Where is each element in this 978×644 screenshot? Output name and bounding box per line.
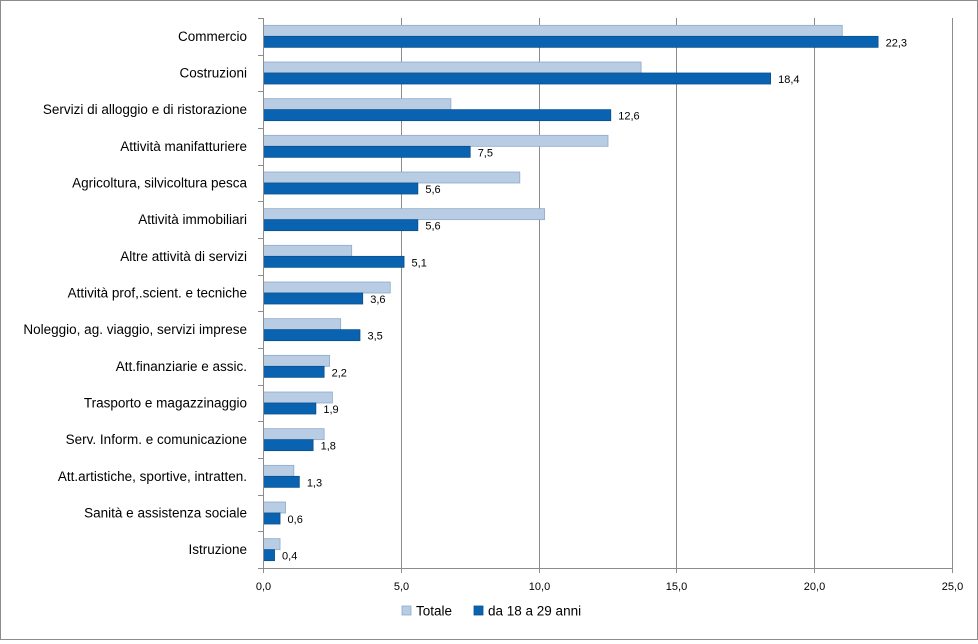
- category-label: Trasporto e magazzinaggio: [84, 396, 247, 411]
- bar-totale: [263, 98, 452, 111]
- legend-swatch: [473, 605, 484, 616]
- bar-18-29: [263, 72, 772, 85]
- data-label: 3,6: [370, 294, 385, 306]
- data-label: 1,3: [307, 477, 322, 489]
- data-label: 22,3: [886, 37, 907, 49]
- category-label: Servizi di alloggio e di ristorazione: [43, 102, 247, 117]
- bar-totale: [263, 428, 325, 441]
- data-label: 5,6: [425, 184, 440, 196]
- x-tick-label: 25,0: [942, 581, 963, 593]
- bars: [263, 24, 879, 562]
- bar-totale: [263, 501, 286, 514]
- data-label: 7,5: [478, 147, 493, 159]
- data-label: 5,1: [412, 257, 427, 269]
- bar-18-29: [263, 512, 281, 525]
- bar-18-29: [263, 329, 361, 342]
- bar-18-29: [263, 182, 419, 195]
- bar-18-29: [263, 255, 405, 268]
- labels: 0,0 5,0 10,0 15,0 20,0 25,0 22,3 Commercio 18,4 C…: [23, 29, 963, 593]
- bar-18-29: [263, 35, 879, 48]
- category-label: Serv. Inform. e comunicazione: [66, 432, 247, 447]
- data-label: 18,4: [778, 74, 799, 86]
- x-tick-label: 20,0: [804, 581, 825, 593]
- category-label: Commercio: [178, 29, 247, 44]
- gridlines: [401, 18, 953, 568]
- bar-18-29: [263, 145, 471, 158]
- bar-18-29: [263, 439, 314, 452]
- x-tick-label: 0,0: [256, 581, 271, 593]
- legend-label: Totale: [416, 604, 452, 619]
- legend-label: da 18 a 29 anni: [488, 604, 581, 619]
- category-label: Attività prof,.scient. e tecniche: [68, 286, 247, 301]
- category-label: Agricoltura, silvicoltura pesca: [72, 176, 247, 191]
- bar-totale: [263, 281, 391, 294]
- data-label: 5,6: [425, 221, 440, 233]
- bar-totale: [263, 354, 331, 367]
- data-label: 3,5: [367, 331, 382, 343]
- bar-18-29: [263, 475, 300, 488]
- bar-18-29: [263, 365, 325, 378]
- data-label: 2,2: [332, 367, 347, 379]
- x-tick-label: 15,0: [666, 581, 687, 593]
- bar-totale: [263, 244, 353, 257]
- category-label: Att.artistiche, sportive, intratten.: [58, 469, 247, 484]
- legend-swatch: [401, 605, 412, 616]
- bar-totale: [263, 391, 333, 404]
- category-label: Att.finanziarie e assic.: [116, 359, 247, 374]
- bar-totale: [263, 538, 281, 551]
- data-label: 1,9: [323, 404, 338, 416]
- data-label: 0,6: [288, 514, 303, 526]
- category-label: Attività immobiliari: [138, 212, 247, 227]
- bar-totale: [263, 134, 609, 147]
- bar-totale: [263, 464, 295, 477]
- bar-18-29: [263, 549, 275, 562]
- bar-totale: [263, 24, 843, 37]
- bar-18-29: [263, 219, 419, 232]
- category-label: Noleggio, ag. viaggio, servizi imprese: [23, 322, 247, 337]
- bar-totale: [263, 208, 546, 221]
- data-label: 12,6: [618, 111, 639, 123]
- data-label: 0,4: [282, 551, 297, 563]
- category-label: Costruzioni: [179, 66, 247, 81]
- axes: [258, 18, 953, 573]
- bar-totale: [263, 61, 642, 74]
- bar-totale: [263, 318, 342, 331]
- data-label: 1,8: [321, 441, 336, 453]
- category-label: Altre attività di servizi: [120, 249, 247, 264]
- x-tick-label: 5,0: [394, 581, 409, 593]
- x-tick-label: 10,0: [529, 581, 550, 593]
- category-label: Istruzione: [188, 542, 247, 557]
- bar-18-29: [263, 402, 317, 415]
- bar-18-29: [263, 292, 364, 305]
- category-label: Sanità e assistenza sociale: [84, 506, 247, 521]
- legend: Totale da 18 a 29 anni: [401, 604, 581, 619]
- category-label: Attività manifatturiere: [120, 139, 247, 154]
- bar-totale: [263, 171, 521, 184]
- bar-18-29: [263, 109, 612, 122]
